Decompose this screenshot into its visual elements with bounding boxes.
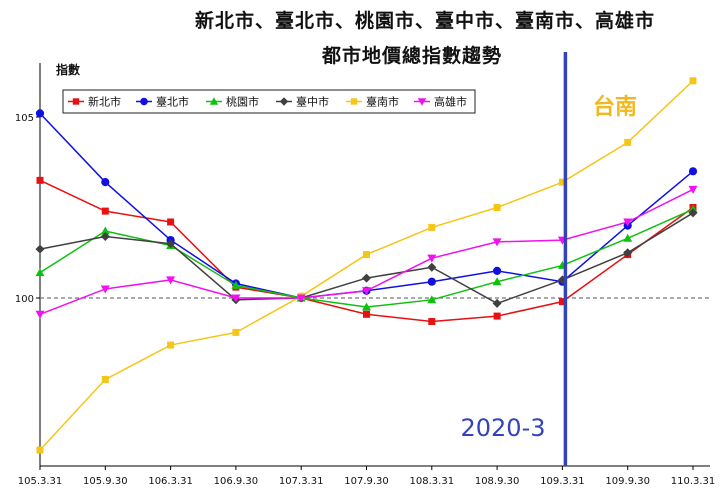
x-tick-label: 106.3.31 <box>148 476 193 487</box>
data-point <box>100 226 110 235</box>
data-point <box>100 285 110 294</box>
legend-item: 臺中市 <box>276 95 329 109</box>
data-point <box>167 218 175 226</box>
legend-swatch-marker <box>72 98 80 105</box>
legend-item: 臺北市 <box>136 95 189 109</box>
data-point <box>492 277 502 286</box>
x-tick-label: 105.3.31 <box>18 476 63 487</box>
x-tick-label: 108.3.31 <box>410 476 455 487</box>
data-point <box>558 178 566 186</box>
legend-swatch-marker <box>417 98 427 106</box>
data-point <box>427 295 437 304</box>
legend-label: 臺南市 <box>366 95 399 109</box>
data-point <box>623 233 633 242</box>
legend-label: 高雄市 <box>434 95 467 109</box>
data-point <box>35 244 45 254</box>
data-point <box>35 268 45 277</box>
legend-label: 臺北市 <box>156 95 189 109</box>
legend-label: 臺中市 <box>296 95 329 109</box>
data-point <box>166 276 176 285</box>
data-point <box>427 262 437 272</box>
y-tick-label: 100 <box>15 294 34 305</box>
legend-label: 新北市 <box>88 95 121 109</box>
data-point <box>166 239 176 249</box>
x-tick-label: 105.9.30 <box>83 476 128 487</box>
data-point <box>100 231 110 241</box>
data-point <box>688 185 698 194</box>
data-point <box>296 294 306 303</box>
legend-swatch-marker <box>279 97 289 106</box>
legend-swatch-marker <box>140 97 148 106</box>
data-point <box>558 298 566 306</box>
chart-subtitle: 都市地價總指數趨勢 <box>321 44 502 67</box>
data-point <box>623 218 633 227</box>
data-point <box>363 251 370 259</box>
data-point <box>688 208 698 218</box>
data-point <box>493 312 501 320</box>
x-tick-label: 109.9.30 <box>605 476 650 487</box>
data-point <box>623 248 633 258</box>
data-point <box>492 238 502 247</box>
y-axis-label: 指數 <box>56 62 80 77</box>
series-5 <box>36 77 697 454</box>
y-ticks: 100 105 <box>15 113 40 305</box>
y-tick-label: 105 <box>15 113 34 124</box>
x-tick-label: 107.3.31 <box>279 476 324 487</box>
legend-swatch-marker <box>209 97 219 105</box>
data-point <box>493 204 501 211</box>
data-point <box>493 266 502 275</box>
data-point <box>624 138 632 146</box>
data-point <box>101 207 109 215</box>
data-point <box>35 109 45 118</box>
data-point <box>36 176 44 184</box>
legend-item: 高雄市 <box>414 95 467 109</box>
series-group <box>35 77 698 454</box>
data-point <box>427 254 437 263</box>
series-line <box>39 80 694 451</box>
axes <box>39 63 710 467</box>
data-point <box>362 302 371 311</box>
data-point <box>688 167 698 176</box>
data-point <box>101 178 110 187</box>
x-tick-label: 106.9.30 <box>214 476 259 487</box>
series-line <box>39 112 694 299</box>
legend-label: 桃園市 <box>226 95 259 109</box>
x-ticks: 105.3.31 105.9.30 106.3.31 106.9.30 107.3.31… <box>18 466 716 487</box>
legend-item: 桃園市 <box>206 95 259 109</box>
x-tick-label: 108.9.30 <box>475 476 520 487</box>
x-tick-label: 107.9.30 <box>344 476 389 487</box>
chart-title: 新北市、臺北市、桃園市、臺中市、臺南市、高雄市 <box>195 9 655 32</box>
legend-item: 臺南市 <box>346 95 399 109</box>
data-point <box>428 318 436 326</box>
data-point <box>231 294 241 303</box>
data-point <box>689 77 697 85</box>
legend-item: 新北市 <box>68 95 121 109</box>
data-point <box>428 223 436 231</box>
series-2 <box>35 109 698 303</box>
data-point <box>492 298 502 308</box>
annotation-date: 2020-3 <box>460 414 545 442</box>
data-point <box>363 310 370 318</box>
data-point <box>232 328 240 336</box>
legend: 新北市 臺北市 桃園市 臺中市 臺南市 高雄市 <box>62 89 476 114</box>
data-point <box>231 280 241 289</box>
legend-swatch-marker <box>350 98 358 105</box>
series-6 <box>35 185 698 319</box>
data-point <box>427 277 436 286</box>
annotation-tainan: 台南 <box>593 94 637 120</box>
series-line <box>39 179 694 323</box>
data-point <box>167 341 175 349</box>
legend-box <box>62 89 476 114</box>
x-tick-label: 110.3.31 <box>671 476 716 487</box>
data-point <box>101 375 109 383</box>
data-point <box>35 310 45 319</box>
data-point <box>36 446 44 454</box>
data-point <box>362 273 371 283</box>
data-point <box>362 287 371 296</box>
x-tick-label: 109.3.31 <box>540 476 585 487</box>
